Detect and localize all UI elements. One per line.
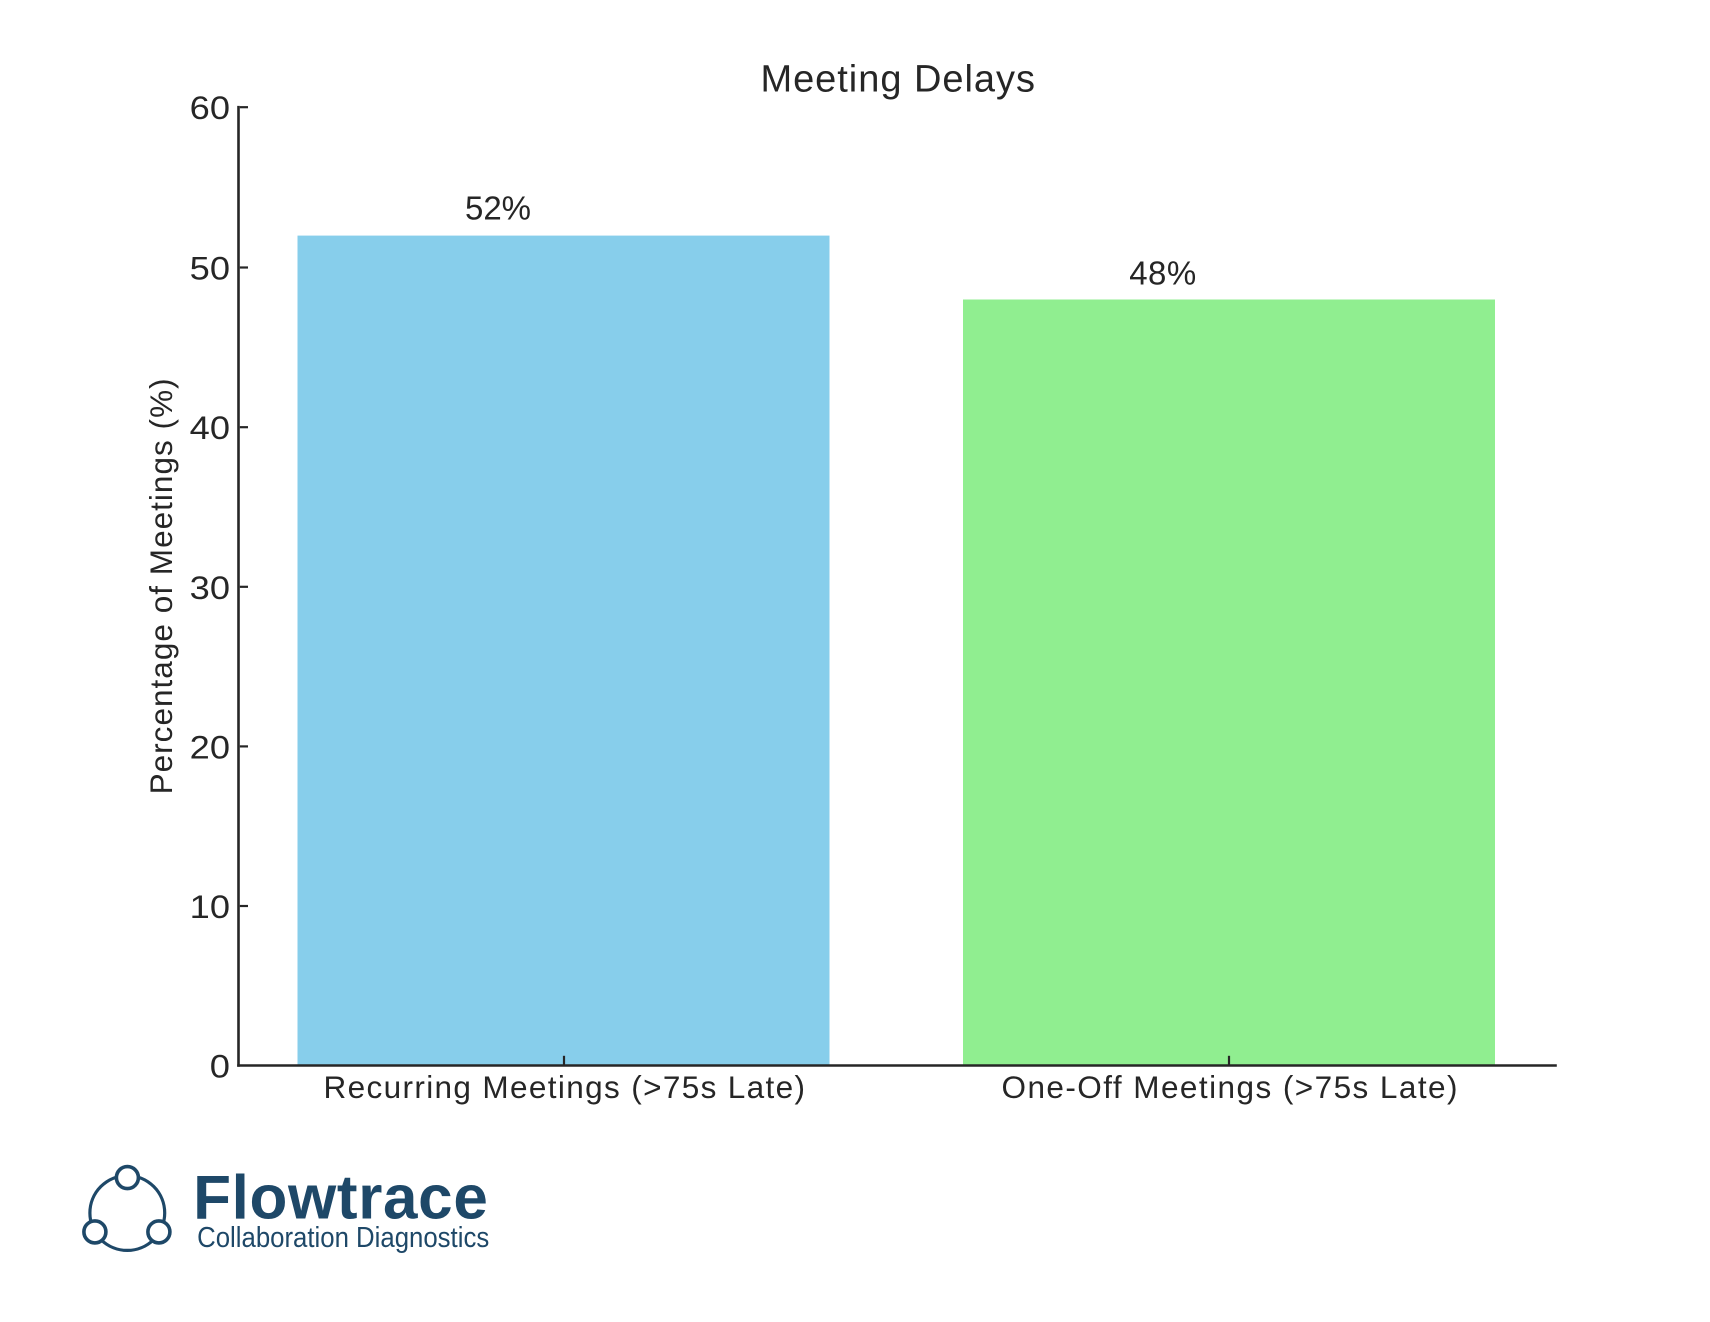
svg-text:10: 10 — [190, 889, 230, 925]
svg-text:52%: 52% — [465, 189, 531, 226]
svg-text:48%: 48% — [1129, 255, 1196, 292]
svg-text:60: 60 — [190, 90, 230, 126]
svg-text:Meeting Delays: Meeting Delays — [760, 59, 1034, 101]
svg-text:20: 20 — [190, 729, 230, 765]
svg-text:30: 30 — [190, 570, 230, 606]
svg-text:Recurring Meetings (>75s Late): Recurring Meetings (>75s Late) — [324, 1069, 806, 1105]
svg-text:40: 40 — [190, 410, 230, 446]
svg-text:0: 0 — [210, 1049, 230, 1085]
svg-text:50: 50 — [190, 251, 230, 287]
svg-text:Collaboration Diagnostics: Collaboration Diagnostics — [197, 1221, 489, 1254]
svg-text:Flowtrace: Flowtrace — [193, 1164, 488, 1233]
svg-text:Percentage of Meetings (%): Percentage of Meetings (%) — [143, 378, 179, 794]
svg-text:One-Off Meetings (>75s Late): One-Off Meetings (>75s Late) — [1002, 1069, 1458, 1105]
